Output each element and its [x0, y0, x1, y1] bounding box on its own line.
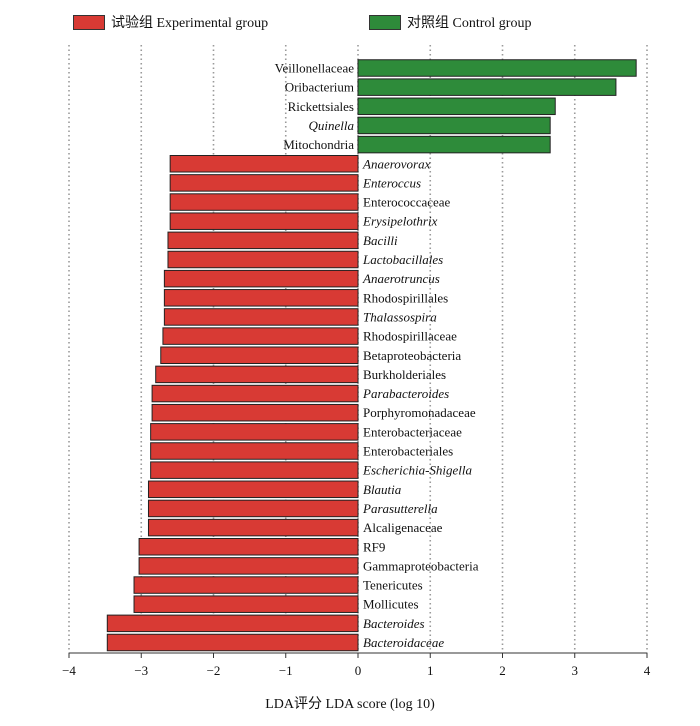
legend-control: 对照组 Control group	[369, 12, 531, 32]
bar-label: Rickettsiales	[288, 99, 354, 114]
bar	[151, 403, 359, 422]
x-tick-label: −4	[62, 663, 76, 678]
bar	[169, 174, 359, 192]
bar	[151, 384, 359, 403]
bar	[163, 269, 359, 288]
bar	[167, 231, 359, 250]
bar	[162, 327, 359, 345]
bar-label: Blautia	[363, 482, 402, 497]
bar	[167, 250, 359, 269]
bar-label: Rhodospirillaceae	[363, 329, 457, 344]
bar	[150, 442, 359, 460]
bar	[150, 423, 359, 441]
bar	[357, 97, 556, 116]
bar	[357, 78, 617, 96]
bar	[147, 499, 359, 518]
bar	[138, 538, 359, 556]
bar-label: RF9	[363, 539, 385, 554]
x-tick-label: −3	[134, 663, 148, 678]
bar	[133, 595, 359, 613]
bar-label: Anaerovorax	[362, 156, 431, 171]
bar	[163, 308, 359, 326]
bar	[150, 461, 359, 479]
bar-label: Enterobacteriales	[363, 444, 453, 459]
bar-label: Anaerotruncus	[362, 271, 440, 286]
bar-label: Oribacterium	[285, 80, 354, 95]
bar-label: Burkholderiales	[363, 367, 446, 382]
bar-label: Lactobacillales	[362, 252, 443, 267]
bar-label: Mollicutes	[363, 597, 419, 612]
bar	[155, 365, 359, 384]
bar	[357, 59, 637, 77]
bar-label: Betaproteobacteria	[363, 348, 461, 363]
bar-label: Enterococcaceae	[363, 195, 451, 210]
bar-label: Bacteroidaceae	[363, 635, 444, 650]
bar-label: Escherichia-Shigella	[362, 463, 473, 478]
x-tick-label: 1	[427, 663, 434, 678]
bar-label: Gammaproteobacteria	[363, 558, 479, 573]
bar	[106, 614, 359, 633]
x-tick-label: 0	[355, 663, 362, 678]
x-tick-label: 3	[572, 663, 579, 678]
bar	[169, 155, 359, 173]
bar-label: Quinella	[309, 118, 355, 133]
bar-label: Alcaligenaceae	[363, 520, 443, 535]
bar-label: Enteroccus	[362, 175, 421, 190]
bar	[138, 557, 359, 575]
lda-bar-chart: Veillonellaceae Oribacterium Rickettsiales…	[62, 45, 651, 678]
bar-label: Parabacteroides	[362, 386, 449, 401]
x-tick-label: −2	[207, 663, 221, 678]
bar	[160, 346, 359, 364]
bar	[133, 576, 359, 594]
bar-label: Parasutterella	[362, 501, 438, 516]
bar-label: Bacteroides	[363, 616, 425, 631]
legend-swatch-experimental	[73, 14, 105, 30]
legend-label-experimental: 试验组 Experimental group	[111, 16, 269, 31]
bar-label: Tenericutes	[363, 578, 423, 593]
bar-label: Mitochondria	[283, 137, 354, 152]
x-axis-label: LDA评分 LDA score (log 10)	[265, 697, 435, 712]
bar	[106, 633, 359, 652]
x-tick-label: 2	[499, 663, 506, 678]
bar	[169, 193, 359, 211]
bar	[163, 289, 359, 307]
x-tick-label: −1	[279, 663, 293, 678]
bar-label: Rhodospirillales	[363, 290, 448, 305]
bar-label: Veillonellaceae	[275, 61, 355, 76]
bar	[357, 135, 551, 154]
bar-label: Bacilli	[363, 233, 398, 248]
bar	[169, 212, 359, 230]
x-tick-label: 4	[644, 663, 651, 678]
bar-label: Erysipelothrix	[362, 214, 438, 229]
bar	[357, 116, 551, 135]
legend-experimental: 试验组 Experimental group	[73, 12, 268, 32]
legend-label-control: 对照组 Control group	[407, 16, 532, 31]
bar-label: Porphyromonadaceae	[363, 405, 476, 420]
bar-label: Thalassospira	[363, 309, 437, 324]
bar	[147, 518, 359, 537]
bar-label: Enterobacteriaceae	[363, 424, 462, 439]
legend-swatch-control	[369, 14, 401, 30]
bar	[147, 480, 359, 499]
